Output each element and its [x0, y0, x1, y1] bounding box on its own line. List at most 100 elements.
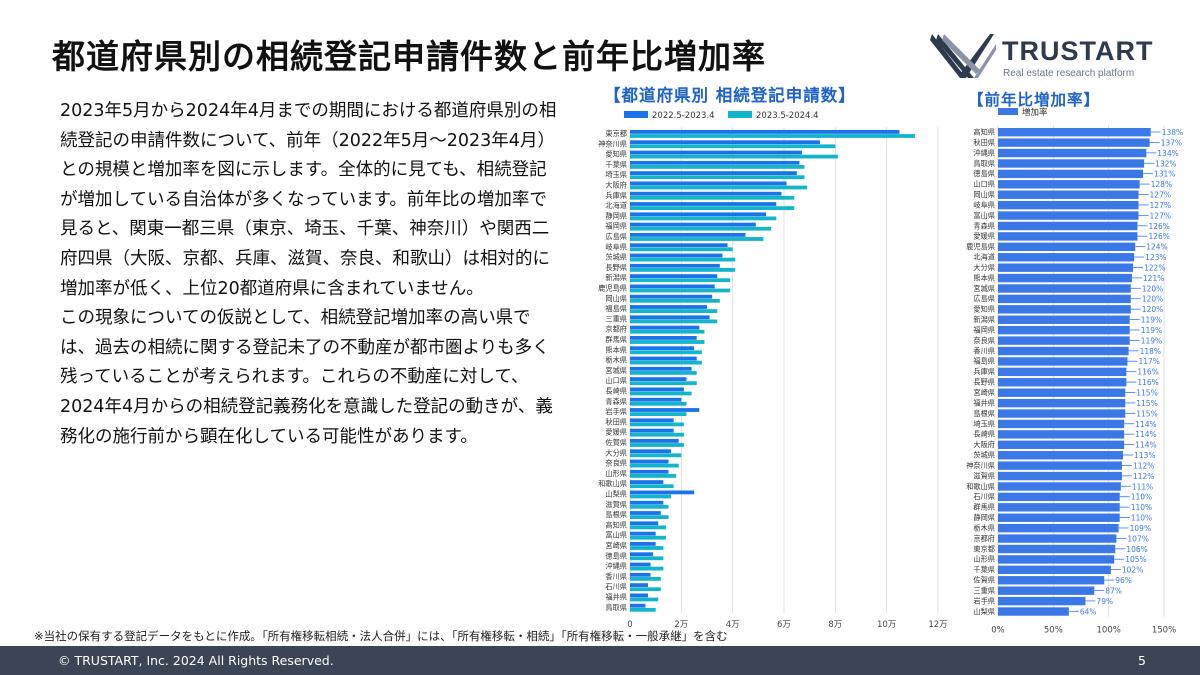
bar-2023.5-2024.4 [630, 474, 677, 478]
category-label: 沖縄県 [973, 148, 995, 157]
category-label: 山形県 [973, 555, 995, 564]
body-paragraph-2: この現象についての仮説として、相続登記増加率の高い県では、過去の相続に関する登記… [60, 308, 553, 447]
bar-rate [998, 232, 1138, 241]
data-label: 123% [1145, 253, 1166, 262]
data-label: 120% [1142, 305, 1163, 314]
counts-chart-title: 【都道府県別 相続登記申請数】 [604, 86, 856, 105]
category-label: 長崎県 [973, 430, 995, 439]
bar-rate [998, 325, 1130, 335]
bar-rate [998, 565, 1111, 575]
data-label: 127% [1150, 191, 1171, 200]
bar-2023.5-2024.4 [630, 381, 697, 386]
bar-2023.5-2024.4 [630, 268, 736, 272]
bar-2023.5-2024.4 [630, 175, 805, 180]
category-label: 宮崎県 [605, 541, 627, 550]
bar-rate [998, 378, 1127, 387]
data-label: 96% [1115, 576, 1132, 585]
data-label: 127% [1150, 201, 1171, 210]
category-label: 佐賀県 [605, 438, 627, 447]
category-label: 熊本県 [605, 345, 627, 354]
data-label: 124% [1146, 243, 1167, 252]
category-label: 広島県 [605, 232, 627, 241]
bar-rate [998, 419, 1125, 429]
copyright-text: © TRUSTART, Inc. 2024 All Rights Reserve… [58, 653, 334, 668]
data-label: 109% [1130, 524, 1151, 533]
category-label: 富山県 [973, 211, 995, 220]
category-label: 京都府 [973, 534, 995, 543]
page-title: 都道府県別の相続登記申請件数と前年比増加率 [52, 37, 766, 76]
category-label: 福井県 [605, 593, 627, 602]
bar-2023.5-2024.4 [630, 298, 720, 303]
bar-2023.5-2024.4 [630, 195, 795, 200]
category-label: 奈良県 [973, 336, 995, 345]
bar-2022.5-2023.4 [630, 181, 787, 186]
bar-2023.5-2024.4 [630, 329, 705, 334]
bar-rate [998, 388, 1126, 397]
data-label: 119% [1141, 326, 1162, 335]
bar-rate [998, 242, 1136, 252]
bar-rate [998, 273, 1132, 283]
category-label: 岡山県 [973, 190, 995, 199]
data-label: 113% [1134, 451, 1155, 460]
bar-2023.5-2024.4 [630, 134, 915, 138]
bar-rate [998, 294, 1131, 304]
bar-rate [998, 513, 1120, 522]
bar-2022.5-2023.4 [630, 140, 820, 145]
bar-2023.5-2024.4 [630, 391, 692, 396]
category-label: 福岡県 [973, 325, 995, 334]
category-label: 愛知県 [973, 305, 995, 314]
data-label: 127% [1150, 211, 1171, 220]
category-label: 山口県 [973, 180, 995, 189]
category-label: 長野県 [605, 263, 627, 272]
bar-2022.5-2023.4 [630, 562, 651, 567]
x-tick-label: 6万 [777, 620, 791, 630]
category-label: 埼玉県 [605, 170, 627, 179]
data-label: 105% [1125, 555, 1146, 564]
bar-2023.5-2024.4 [630, 185, 808, 190]
bar-rate [998, 169, 1143, 179]
x-tick-label: 2万 [674, 620, 688, 630]
category-label: 北海道 [605, 201, 627, 210]
category-label: 千葉県 [973, 565, 995, 574]
data-label: 107% [1127, 534, 1148, 543]
category-label: 島根県 [605, 510, 627, 519]
legend-label-2022.5-2023.4: 2022.5-2023.4 [652, 111, 715, 121]
category-label: 福井県 [973, 398, 995, 407]
x-tick-label: 4万 [726, 620, 740, 630]
bar-2022.5-2023.4 [630, 377, 687, 381]
data-label: 137% [1161, 138, 1182, 147]
data-label: 115% [1136, 399, 1157, 408]
company-logo: TRUSTART Real estate research platform [930, 30, 1160, 82]
x-tick-label: 12万 [928, 620, 947, 630]
legend-swatch-2023.5-2024.4 [728, 111, 752, 118]
category-label: 新潟県 [973, 315, 995, 324]
counts-chart: 2022.5-2023.4 2023.5-2024.4 0 2万 4万 6万 8万 10万 12… [598, 111, 948, 630]
bar-2022.5-2023.4 [630, 212, 767, 217]
legend-swatch-2022.5-2023.4 [624, 111, 648, 118]
bar-rate [998, 471, 1122, 481]
category-label: 香川県 [605, 572, 627, 581]
bar-2023.5-2024.4 [630, 494, 672, 499]
bar-2022.5-2023.4 [630, 428, 674, 433]
category-label: 鳥取県 [973, 159, 995, 168]
bar-2023.5-2024.4 [630, 432, 684, 437]
data-label: 138% [1162, 128, 1183, 137]
category-label: 京都府 [605, 325, 627, 334]
body-paragraph-1: 2023年5月から2024年4月までの期間における都道府県別の相続登記の申請件数… [60, 101, 557, 299]
bar-2022.5-2023.4 [630, 552, 654, 557]
body-text: 2023年5月から2024年4月までの期間における都道府県別の相続登記の申請件数… [60, 97, 560, 452]
data-label: 114% [1135, 441, 1156, 450]
page-number: 5 [1138, 653, 1146, 668]
logo-mark-icon [930, 34, 996, 78]
bar-2022.5-2023.4 [630, 490, 695, 495]
category-label: 高知県 [973, 128, 995, 137]
footer-bar: © TRUSTART, Inc. 2024 All Rights Reserve… [0, 646, 1200, 675]
bar-rate [998, 180, 1140, 189]
category-label: 秋田県 [973, 138, 995, 147]
bar-2022.5-2023.4 [630, 511, 661, 515]
bar-2023.5-2024.4 [630, 237, 764, 241]
bar-rate [998, 596, 1086, 606]
data-label: 110% [1131, 514, 1152, 523]
data-label: 117% [1138, 357, 1159, 366]
category-label: 石川県 [973, 492, 995, 501]
